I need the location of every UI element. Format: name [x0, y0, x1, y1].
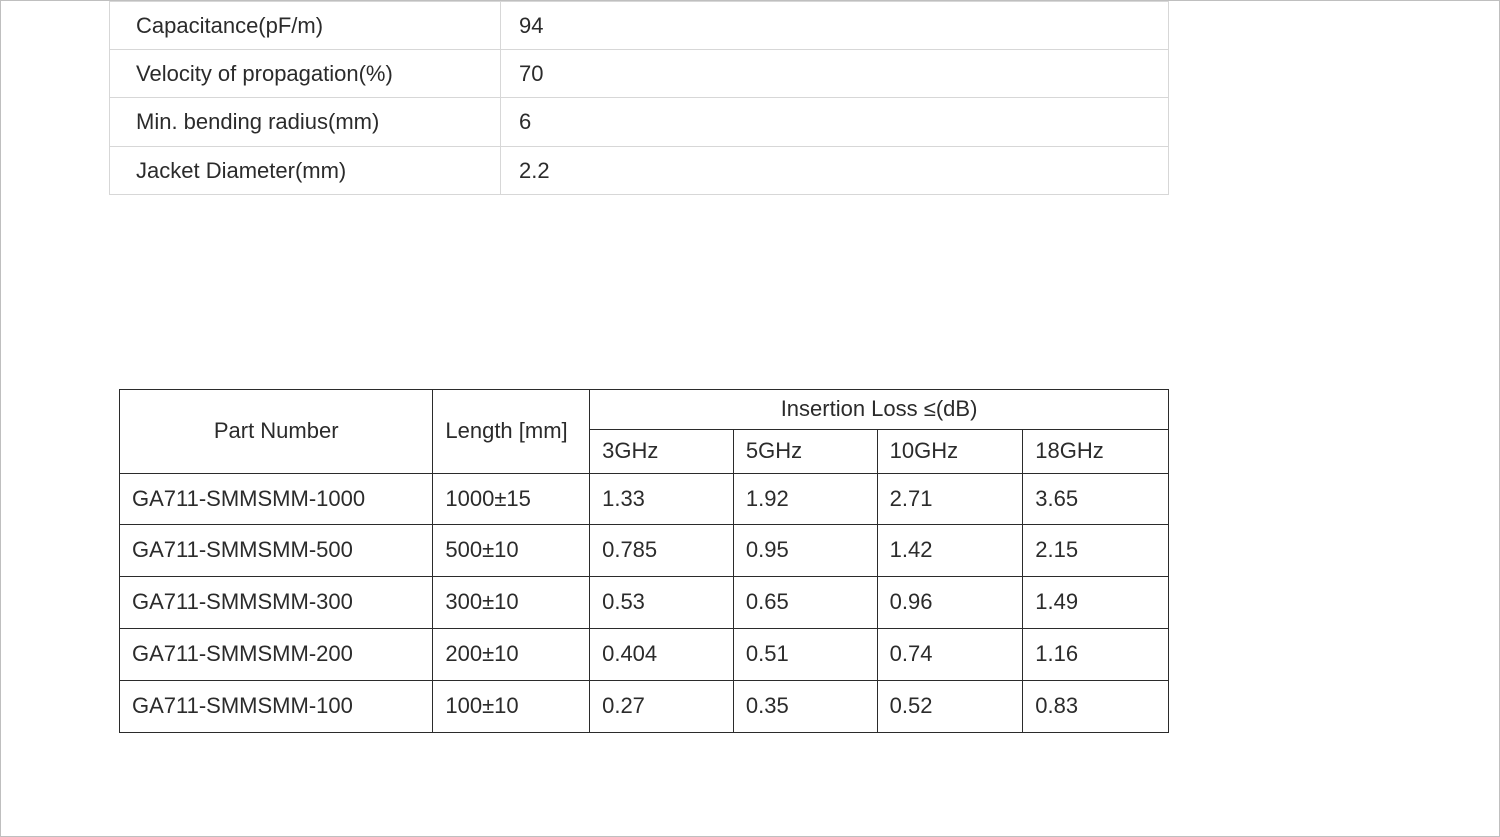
header-length: Length [mm] [433, 390, 590, 474]
parts-header-row-1: Part Number Length [mm] Insertion Loss ≤… [120, 390, 1169, 430]
header-freq-3ghz: 3GHz [590, 429, 734, 473]
cell-loss: 0.83 [1023, 680, 1169, 732]
cell-length: 100±10 [433, 680, 590, 732]
table-row: Min. bending radius(mm) 6 [110, 98, 1169, 146]
cell-loss: 1.49 [1023, 577, 1169, 629]
header-part-number: Part Number [120, 390, 433, 474]
cell-loss: 3.65 [1023, 473, 1169, 525]
cell-length: 200±10 [433, 628, 590, 680]
property-label: Velocity of propagation(%) [110, 50, 501, 98]
cell-loss: 1.33 [590, 473, 734, 525]
table-row: GA711-SMMSMM-200 200±10 0.404 0.51 0.74 … [120, 628, 1169, 680]
cell-length: 300±10 [433, 577, 590, 629]
property-value: 6 [501, 98, 1169, 146]
cell-loss: 0.27 [590, 680, 734, 732]
cell-loss: 0.404 [590, 628, 734, 680]
parts-table: Part Number Length [mm] Insertion Loss ≤… [119, 389, 1169, 733]
cell-loss: 0.96 [877, 577, 1023, 629]
cell-part: GA711-SMMSMM-1000 [120, 473, 433, 525]
cell-loss: 1.42 [877, 525, 1023, 577]
cell-part: GA711-SMMSMM-200 [120, 628, 433, 680]
cell-loss: 2.15 [1023, 525, 1169, 577]
cell-loss: 1.16 [1023, 628, 1169, 680]
header-freq-10ghz: 10GHz [877, 429, 1023, 473]
cell-part: GA711-SMMSMM-100 [120, 680, 433, 732]
property-value: 70 [501, 50, 1169, 98]
cell-loss: 0.65 [733, 577, 877, 629]
property-label: Jacket Diameter(mm) [110, 146, 501, 194]
cell-loss: 1.92 [733, 473, 877, 525]
cell-part: GA711-SMMSMM-500 [120, 525, 433, 577]
table-row: GA711-SMMSMM-1000 1000±15 1.33 1.92 2.71… [120, 473, 1169, 525]
cell-loss: 0.51 [733, 628, 877, 680]
cell-loss: 0.785 [590, 525, 734, 577]
table-row: GA711-SMMSMM-100 100±10 0.27 0.35 0.52 0… [120, 680, 1169, 732]
property-value: 94 [501, 2, 1169, 50]
cell-length: 1000±15 [433, 473, 590, 525]
cell-loss: 0.53 [590, 577, 734, 629]
table-row: Jacket Diameter(mm) 2.2 [110, 146, 1169, 194]
header-insertion-loss: Insertion Loss ≤(dB) [590, 390, 1169, 430]
cell-length: 500±10 [433, 525, 590, 577]
cell-loss: 2.71 [877, 473, 1023, 525]
property-value: 2.2 [501, 146, 1169, 194]
header-freq-18ghz: 18GHz [1023, 429, 1169, 473]
header-freq-5ghz: 5GHz [733, 429, 877, 473]
table-row: GA711-SMMSMM-300 300±10 0.53 0.65 0.96 1… [120, 577, 1169, 629]
cell-loss: 0.52 [877, 680, 1023, 732]
cell-loss: 0.95 [733, 525, 877, 577]
table-row: GA711-SMMSMM-500 500±10 0.785 0.95 1.42 … [120, 525, 1169, 577]
cell-loss: 0.35 [733, 680, 877, 732]
table-row: Velocity of propagation(%) 70 [110, 50, 1169, 98]
cell-loss: 0.74 [877, 628, 1023, 680]
property-label: Min. bending radius(mm) [110, 98, 501, 146]
table-row: Capacitance(pF/m) 94 [110, 2, 1169, 50]
property-label: Capacitance(pF/m) [110, 2, 501, 50]
cell-part: GA711-SMMSMM-300 [120, 577, 433, 629]
properties-table: Capacitance(pF/m) 94 Velocity of propaga… [109, 1, 1169, 195]
page: Capacitance(pF/m) 94 Velocity of propaga… [0, 0, 1500, 837]
